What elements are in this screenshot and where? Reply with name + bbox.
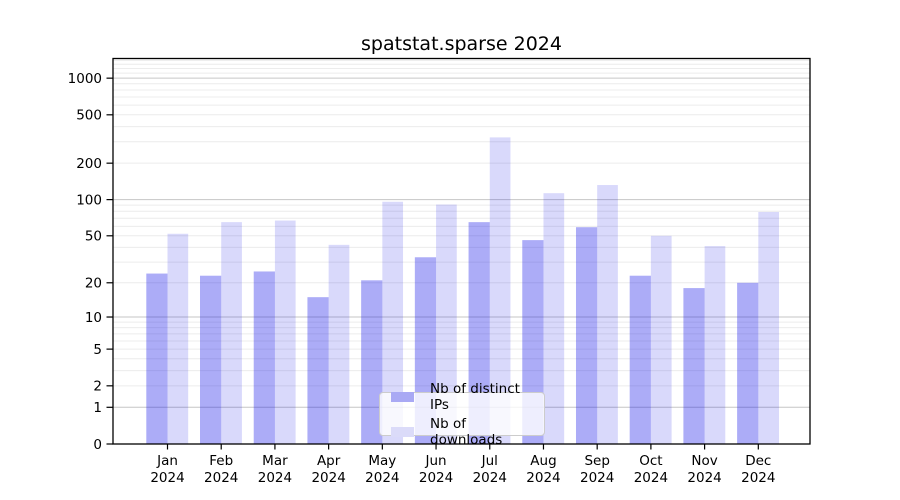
legend-label-downloads: Nb of downloads [430,415,503,448]
x-tick-label-year: 2024 [580,470,614,486]
plot-border [112,57,811,445]
x-tick-label-month: Apr [317,453,341,469]
y-tick-label: 20 [85,276,102,292]
x-tick-label-year: 2024 [687,470,721,486]
x-tick-label-month: Jan [156,453,178,469]
bar-downloads-aug [543,193,565,444]
y-tick-label: 100 [76,192,102,208]
bar-distinct-ips-jul [468,222,490,444]
bar-distinct-ips-may [361,280,383,444]
x-tick-label-month: Mar [262,453,288,469]
bar-distinct-ips-jan [146,273,168,444]
legend: Nb of distinct IPs Nb of downloads [379,381,545,448]
bar-distinct-ips-nov [683,288,705,444]
x-tick-label-year: 2024 [150,470,184,486]
x-tick-label-year: 2024 [473,470,507,486]
y-tick-label: 2 [93,379,102,395]
chart-title: spatstat.sparse 2024 [361,33,562,55]
bar-distinct-ips-mar [253,271,275,444]
bar-distinct-ips-dec [737,282,759,444]
y-tick-label: 1000 [68,71,102,87]
bar-distinct-ips-feb [200,275,222,444]
bar-distinct-ips-oct [629,275,651,444]
bar-downloads-mar [274,220,296,444]
legend-swatch-distinct-ips-icon [391,391,414,402]
x-tick-label-year: 2024 [311,470,345,486]
x-tick-label-month: Nov [691,453,717,469]
y-tick-label: 10 [85,310,102,326]
y-tick-label: 200 [76,156,102,172]
legend-row-downloads: Nb of downloads [386,416,538,448]
x-tick-label-year: 2024 [526,470,560,486]
bar-downloads-sep [597,185,618,444]
x-tick-label-month: Oct [639,453,662,469]
bar-downloads-feb [221,222,242,444]
bar-downloads-may [382,201,404,444]
y-tick-label: 1 [93,400,102,416]
bar-downloads-jun [436,204,457,444]
bar-downloads-jan [167,233,189,444]
y-tick-label: 5 [93,342,102,358]
legend-swatch-downloads-icon [391,426,414,437]
x-tick-label-month: May [368,453,396,469]
x-tick-label-year: 2024 [204,470,238,486]
x-tick-label-month: Sep [584,453,609,469]
x-tick-label-year: 2024 [741,470,775,486]
y-tick-label: 0 [93,437,102,453]
bar-downloads-oct [650,235,672,444]
x-tick-label-year: 2024 [634,470,668,486]
x-tick-label-year: 2024 [419,470,453,486]
y-tick-label: 500 [76,108,102,124]
y-tick-label: 50 [85,229,102,245]
bar-downloads-jul [489,137,511,444]
x-tick-label-month: Feb [209,453,233,469]
x-tick-label-year: 2024 [258,470,292,486]
x-tick-label-month: Aug [530,453,556,469]
x-tick-label-month: Dec [745,453,771,469]
bar-downloads-dec [758,211,780,444]
legend-label-distinct-ips: Nb of distinct IPs [430,380,520,413]
x-tick-label-month: Jun [425,453,447,469]
bar-distinct-ips-sep [575,227,598,444]
x-tick-label-month: Jul [481,453,498,469]
bar-downloads-nov [704,246,726,444]
bar-downloads-apr [328,244,350,444]
x-tick-label-year: 2024 [365,470,399,486]
bar-distinct-ips-apr [307,297,329,444]
legend-row-distinct-ips: Nb of distinct IPs [386,381,538,413]
